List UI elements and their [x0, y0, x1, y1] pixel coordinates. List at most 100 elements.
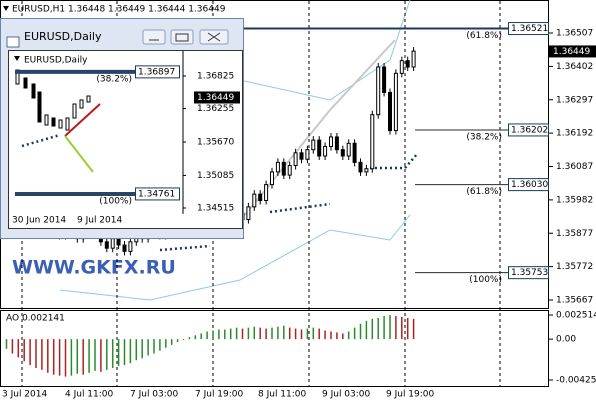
inset-current-box — [194, 91, 240, 104]
inset-fibo-price: 1.34761 — [138, 189, 175, 199]
fibo-percent-label: (61.8%) — [466, 187, 502, 197]
minimize-button[interactable] — [142, 29, 166, 45]
parabolic-sar — [159, 152, 419, 252]
inset-current-label: 1.36449 — [197, 93, 234, 103]
inset-price-label: 1.35085 — [197, 171, 234, 181]
window-title: EURUSD,Daily — [24, 30, 102, 43]
current-price-box — [549, 45, 596, 58]
fibo-price-box — [508, 178, 549, 192]
inset-chart-label: EURUSD,Daily — [24, 56, 88, 66]
inset-fibo-box — [135, 187, 180, 201]
candle — [281, 161, 286, 176]
candle — [311, 139, 316, 151]
inset-fibo-price: 1.36897 — [138, 67, 175, 77]
inset-sar — [21, 133, 61, 148]
price-tick-label: 1.36192 — [556, 129, 593, 139]
candle — [382, 66, 387, 93]
candle — [405, 60, 410, 68]
candle — [116, 238, 121, 246]
inset-red-line — [64, 103, 101, 137]
candle — [264, 184, 269, 202]
candle — [340, 149, 345, 157]
inset-price-label: 1.36825 — [197, 72, 234, 82]
inset-time-label: 30 Jun 2014 — [12, 216, 66, 226]
ao-frame — [0, 310, 549, 387]
inset-price-label: 1.35670 — [197, 138, 234, 148]
inset-window[interactable]: EURUSD,Daily EURUSD,Daily 1.36825 1.36255… — [0, 18, 244, 239]
ao-label: AO 0.002141 — [6, 314, 65, 324]
current-price-label: 1.36449 — [553, 47, 590, 57]
time-label: 7 Jul 03:00 — [130, 390, 179, 400]
time-label: 3 Jul 2014 — [2, 390, 47, 400]
fibo-percent-label: (100%) — [469, 275, 502, 285]
candle — [388, 91, 392, 132]
inset-time-label: 9 Jul 2014 — [77, 216, 122, 226]
candle — [317, 139, 322, 157]
candle — [270, 171, 274, 186]
candle — [393, 72, 398, 132]
inset-candles — [15, 69, 91, 131]
restore-button[interactable] — [170, 29, 194, 45]
inset-fibo-box — [135, 65, 180, 79]
candle — [252, 193, 257, 208]
candle — [411, 50, 416, 68]
candle — [246, 206, 251, 221]
time-label: 8 Jul 11:00 — [258, 390, 307, 400]
ao-tick-label: 0.002514 — [556, 311, 596, 321]
fibo-percent-label: (38.2%) — [466, 132, 502, 142]
inset-price-label: 1.34515 — [197, 204, 234, 214]
time-label: 7 Jul 19:00 — [195, 390, 244, 400]
time-label: 9 Jul 19:00 — [386, 390, 435, 400]
candle — [346, 142, 351, 157]
candle — [358, 161, 363, 173]
candle — [364, 168, 369, 173]
candle — [334, 136, 339, 151]
price-tick-label: 1.35982 — [556, 195, 593, 205]
candle — [122, 244, 127, 252]
price-tick-label: 1.36087 — [556, 162, 593, 172]
candle — [329, 136, 333, 147]
time-label: 9 Jul 03:00 — [322, 390, 371, 400]
candle — [128, 241, 133, 252]
fibo-percent-label: (61.8%) — [466, 31, 502, 41]
candle — [293, 152, 298, 167]
price-tick-label: 1.35877 — [556, 229, 593, 239]
inset-green-line — [64, 135, 94, 173]
fibo-price-box — [508, 123, 549, 137]
candle — [287, 165, 292, 176]
button-glyphs — [149, 32, 221, 42]
price-tick-label: 1.35772 — [556, 262, 593, 272]
ao-tick-label: 0.00 — [556, 335, 576, 345]
candle — [104, 241, 109, 249]
price-tick-label: 1.35667 — [556, 296, 593, 306]
header-arrow — [3, 6, 9, 11]
fibo-price-label: 1.36202 — [511, 125, 548, 135]
price-tick-label: 1.36507 — [556, 29, 593, 39]
price-tick-label: 1.36297 — [556, 95, 593, 105]
watermark: WWW.GKFX.RU — [12, 257, 176, 279]
candle — [258, 193, 263, 202]
fibo-price-label: 1.36521 — [511, 24, 548, 34]
candle — [275, 161, 280, 173]
fibo-price-label: 1.35753 — [511, 268, 548, 278]
ao-tick-label: -0.004254 — [556, 376, 596, 386]
inset-fibo-label: (100%) — [99, 196, 132, 206]
inset-fibo-label: (38.2%) — [96, 74, 132, 84]
candle — [352, 142, 357, 163]
fibo-price-box — [508, 266, 549, 280]
candle — [305, 149, 310, 160]
candle — [370, 114, 375, 170]
inset-price-label: 1.36255 — [197, 104, 234, 114]
inset-arrow — [14, 56, 20, 61]
candle — [399, 60, 404, 74]
band-lower — [59, 214, 411, 301]
chart-header: EURUSD,H1 1.36448 1.36449 1.36444 1.3644… — [12, 5, 226, 15]
price-tick-label: 1.36402 — [556, 62, 593, 72]
candle — [323, 145, 328, 157]
window-icon — [6, 36, 20, 48]
candle — [299, 152, 304, 160]
time-label: 4 Jul 11:00 — [65, 390, 114, 400]
fibo-price-label: 1.36030 — [511, 180, 548, 190]
fibo-price-box — [508, 22, 549, 36]
